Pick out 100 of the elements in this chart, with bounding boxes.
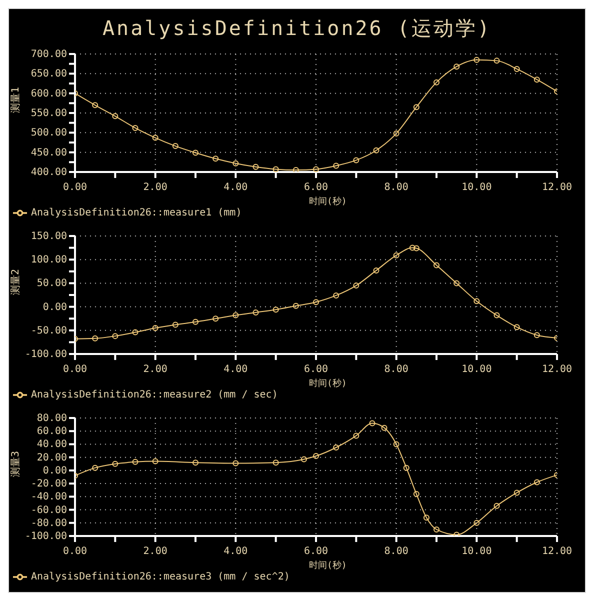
point bbox=[474, 520, 480, 526]
point bbox=[393, 130, 400, 136]
x-tick-label: 4.00 bbox=[224, 364, 248, 375]
y-tick-label: -80.00 bbox=[30, 518, 67, 529]
point bbox=[534, 479, 540, 486]
point bbox=[313, 453, 319, 460]
x-tick-label: 8.00 bbox=[384, 182, 408, 193]
point bbox=[434, 79, 440, 86]
x-tick-label: 6.00 bbox=[304, 546, 328, 557]
point bbox=[393, 252, 400, 258]
point bbox=[413, 245, 420, 252]
x-axis-title: 时间(秒) bbox=[309, 378, 347, 390]
point bbox=[413, 104, 420, 110]
y-tick-label: 650.00 bbox=[30, 68, 67, 80]
point bbox=[474, 56, 480, 63]
point bbox=[369, 420, 376, 426]
y-axis-title: 测量3 bbox=[10, 450, 22, 477]
point bbox=[212, 156, 219, 162]
x-tick-label: 4.00 bbox=[224, 546, 248, 557]
y-tick-label: 150.00 bbox=[30, 231, 67, 242]
point bbox=[413, 491, 420, 498]
x-tick-label: 10.00 bbox=[462, 182, 492, 193]
chart-title: AnalysisDefinition26 (运动学) bbox=[102, 15, 492, 42]
point bbox=[373, 147, 380, 154]
y-tick-label: 500.00 bbox=[30, 128, 67, 139]
y-tick-label: 700.00 bbox=[30, 49, 67, 60]
point bbox=[212, 316, 219, 322]
point bbox=[232, 312, 239, 318]
y-tick-label: 80.00 bbox=[36, 413, 67, 424]
point bbox=[132, 329, 138, 336]
y-axis-title: 测量1 bbox=[10, 86, 22, 113]
point bbox=[514, 490, 520, 496]
point bbox=[252, 309, 259, 316]
y-tick-label: 20.00 bbox=[36, 452, 67, 464]
y-tick-label: -20.00 bbox=[30, 478, 67, 490]
x-tick-label: 2.00 bbox=[143, 182, 168, 193]
x-tick-label: 12.00 bbox=[542, 546, 572, 557]
point bbox=[434, 526, 440, 532]
legend-label: AnalysisDefinition26::measure1 (mm) bbox=[31, 208, 242, 219]
x-tick-label: 2.00 bbox=[143, 364, 168, 375]
point bbox=[534, 76, 540, 83]
x-tick-label: 0.00 bbox=[62, 364, 88, 375]
point bbox=[353, 432, 360, 439]
y-tick-label: 40.00 bbox=[36, 439, 67, 450]
point bbox=[92, 335, 98, 342]
point bbox=[92, 464, 98, 471]
y-tick-label: 50.00 bbox=[36, 278, 67, 290]
point bbox=[232, 460, 239, 466]
point bbox=[333, 162, 340, 169]
point bbox=[534, 332, 540, 338]
y-tick-label: 0.00 bbox=[42, 465, 67, 476]
y-tick-label: -60.00 bbox=[30, 504, 67, 516]
x-tick-label: 12.00 bbox=[542, 182, 572, 193]
point bbox=[333, 444, 340, 450]
y-tick-label: 100.00 bbox=[30, 254, 67, 266]
x-tick-label: 6.00 bbox=[304, 182, 328, 193]
point bbox=[232, 160, 239, 166]
point bbox=[373, 267, 380, 274]
y-tick-label: 60.00 bbox=[36, 426, 67, 438]
x-tick-label: 4.00 bbox=[224, 182, 248, 193]
point bbox=[292, 167, 299, 172]
point bbox=[423, 514, 430, 521]
point bbox=[333, 292, 340, 298]
point bbox=[393, 441, 400, 448]
point bbox=[403, 464, 410, 471]
x-tick-label: 12.00 bbox=[542, 364, 572, 375]
point bbox=[313, 166, 319, 172]
point bbox=[454, 64, 460, 70]
point bbox=[514, 324, 520, 330]
x-tick-label: 0.00 bbox=[62, 546, 88, 557]
x-tick-label: 10.00 bbox=[462, 546, 492, 557]
point bbox=[92, 102, 98, 108]
y-tick-label: 600.00 bbox=[30, 88, 67, 100]
point bbox=[192, 318, 198, 325]
y-tick-label: 400.00 bbox=[30, 167, 67, 178]
y-tick-label: 0.00 bbox=[42, 302, 67, 313]
x-tick-label: 8.00 bbox=[384, 546, 408, 557]
point bbox=[192, 460, 198, 466]
point bbox=[172, 143, 178, 150]
point bbox=[454, 280, 460, 286]
legend-label: AnalysisDefinition26::measure3 (mm / sec^2) bbox=[31, 572, 290, 583]
point bbox=[272, 460, 279, 466]
point bbox=[381, 424, 388, 431]
x-tick-label: 6.00 bbox=[304, 364, 328, 375]
y-axis-title: 测量2 bbox=[10, 268, 22, 295]
point bbox=[272, 166, 279, 172]
legend-label: AnalysisDefinition26::measure2 (mm / sec) bbox=[31, 390, 278, 401]
point bbox=[252, 164, 259, 170]
point bbox=[112, 333, 118, 340]
point bbox=[494, 502, 500, 509]
y-tick-label: 550.00 bbox=[30, 108, 67, 119]
point bbox=[353, 282, 360, 289]
point bbox=[132, 458, 138, 465]
x-axis-title: 时间(秒) bbox=[309, 196, 347, 208]
point bbox=[172, 322, 178, 328]
point bbox=[292, 302, 299, 309]
y-tick-label: -100.00 bbox=[24, 349, 67, 360]
point bbox=[494, 58, 500, 64]
x-axis-title: 时间(秒) bbox=[309, 560, 347, 572]
x-tick-label: 8.00 bbox=[384, 364, 408, 375]
